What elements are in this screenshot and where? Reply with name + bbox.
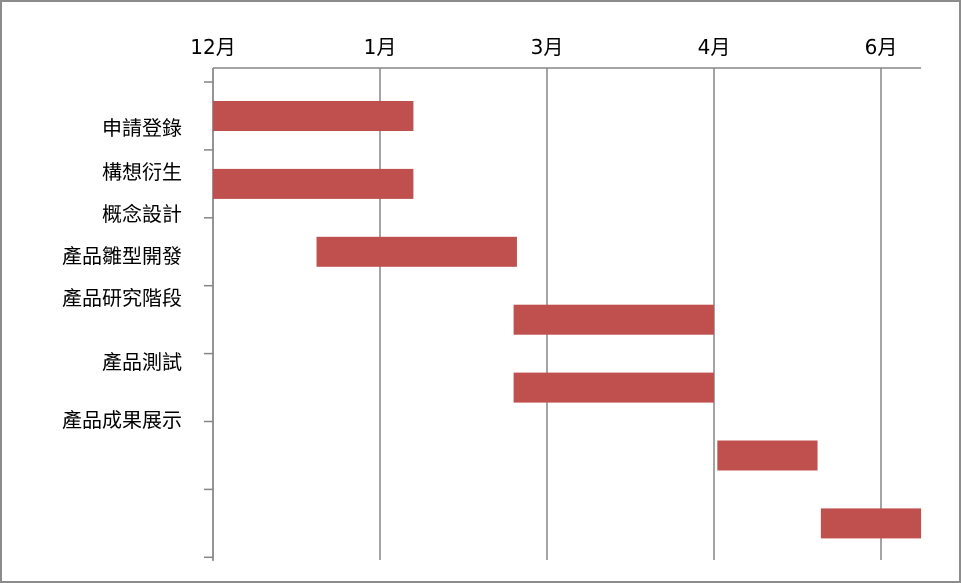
task-bar — [820, 508, 922, 539]
task-bars — [213, 101, 922, 539]
task-label: 產品研究階段 — [62, 286, 182, 310]
task-label: 產品成果展示 — [62, 408, 182, 432]
task-label: 構想衍生 — [102, 160, 182, 184]
task-label: 申請登錄 — [102, 116, 182, 140]
task-label: 概念設計 — [102, 202, 182, 226]
task-bar — [513, 304, 714, 335]
x-tick-label: 12月 — [190, 35, 235, 59]
x-tick-label: 6月 — [865, 35, 898, 59]
y-axis — [204, 68, 214, 561]
task-bar — [213, 168, 414, 199]
task-bar — [213, 101, 414, 131]
task-bar — [717, 440, 818, 471]
x-tick-label: 1月 — [364, 35, 397, 59]
task-label: 產品測試 — [102, 350, 182, 374]
task-bar — [513, 372, 714, 403]
x-tick-label: 4月 — [698, 35, 731, 59]
x-tick-labels: 12月 1月 3月 4月 6月 — [190, 35, 897, 59]
task-bar — [316, 236, 517, 267]
task-label: 產品雛型開發 — [62, 244, 182, 268]
x-tick-label: 3月 — [531, 35, 564, 59]
